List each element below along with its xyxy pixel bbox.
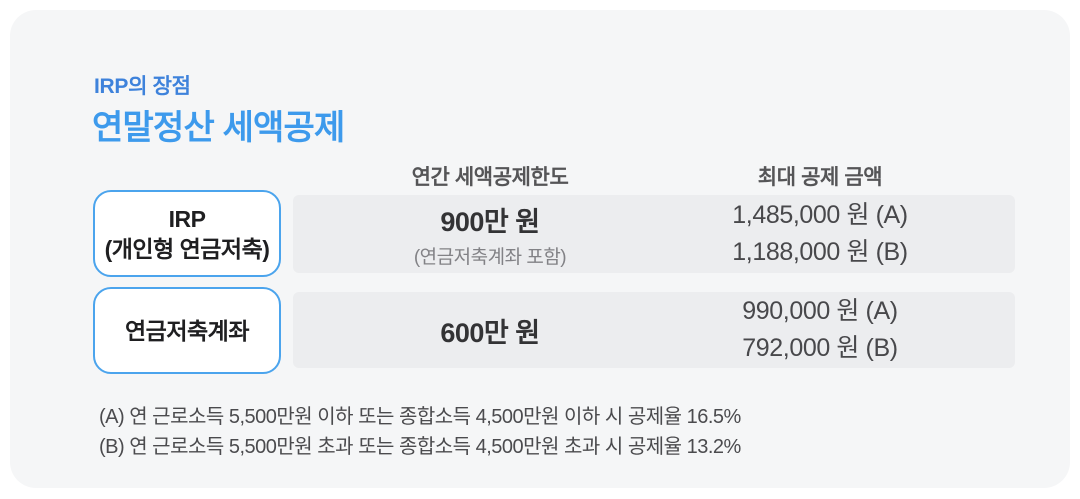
- irp-amount-b: 1,188,000 원 (B): [732, 238, 908, 266]
- cell-irp-limit: 900만 원 (연금저축계좌 포함): [300, 195, 680, 273]
- footnotes: (A) 연 근로소득 5,500만원 이하 또는 종합소득 4,500만원 이하…: [99, 403, 741, 462]
- irp-amount-a: 1,485,000 원 (A): [732, 201, 908, 229]
- pension-amount-a: 990,000 원 (A): [742, 297, 898, 325]
- row-label-pension-line1: 연금저축계좌: [125, 317, 249, 344]
- cell-irp-max-deduction: 1,485,000 원 (A) 1,188,000 원 (B): [642, 195, 998, 273]
- table-row-band-pension: [293, 292, 1015, 368]
- pension-limit-value: 600만 원: [440, 317, 540, 348]
- eyebrow-subtitle: IRP의 장점: [94, 75, 191, 98]
- table-row-band-irp: [293, 195, 1015, 273]
- page-title: 연말정산 세액공제: [92, 109, 345, 147]
- cell-pension-limit: 600만 원: [300, 292, 680, 368]
- pension-amount-b: 792,000 원 (B): [742, 334, 898, 362]
- column-header-annual-limit: 연간 세액공제한도: [411, 166, 569, 189]
- row-label-irp-line1: IRP: [168, 205, 206, 232]
- irp-limit-note: (연금저축계좌 포함): [413, 246, 567, 268]
- cell-pension-max-deduction: 990,000 원 (A) 792,000 원 (B): [642, 292, 998, 368]
- footnote-a: (A) 연 근로소득 5,500만원 이하 또는 종합소득 4,500만원 이하…: [99, 406, 741, 428]
- content-card: IRP의 장점 연말정산 세액공제 연간 세액공제한도 최대 공제 금액 IRP…: [10, 10, 1070, 488]
- column-header-max-deduction: 최대 공제 금액: [757, 166, 883, 189]
- irp-limit-value: 900만 원: [440, 206, 540, 237]
- footnote-b: (B) 연 근로소득 5,500만원 초과 또는 종합소득 4,500만원 초과…: [99, 435, 741, 458]
- row-label-irp-line2: (개인형 연금저축): [104, 235, 270, 262]
- row-label-irp: IRP (개인형 연금저축): [93, 190, 281, 277]
- row-label-pension: 연금저축계좌: [93, 287, 281, 374]
